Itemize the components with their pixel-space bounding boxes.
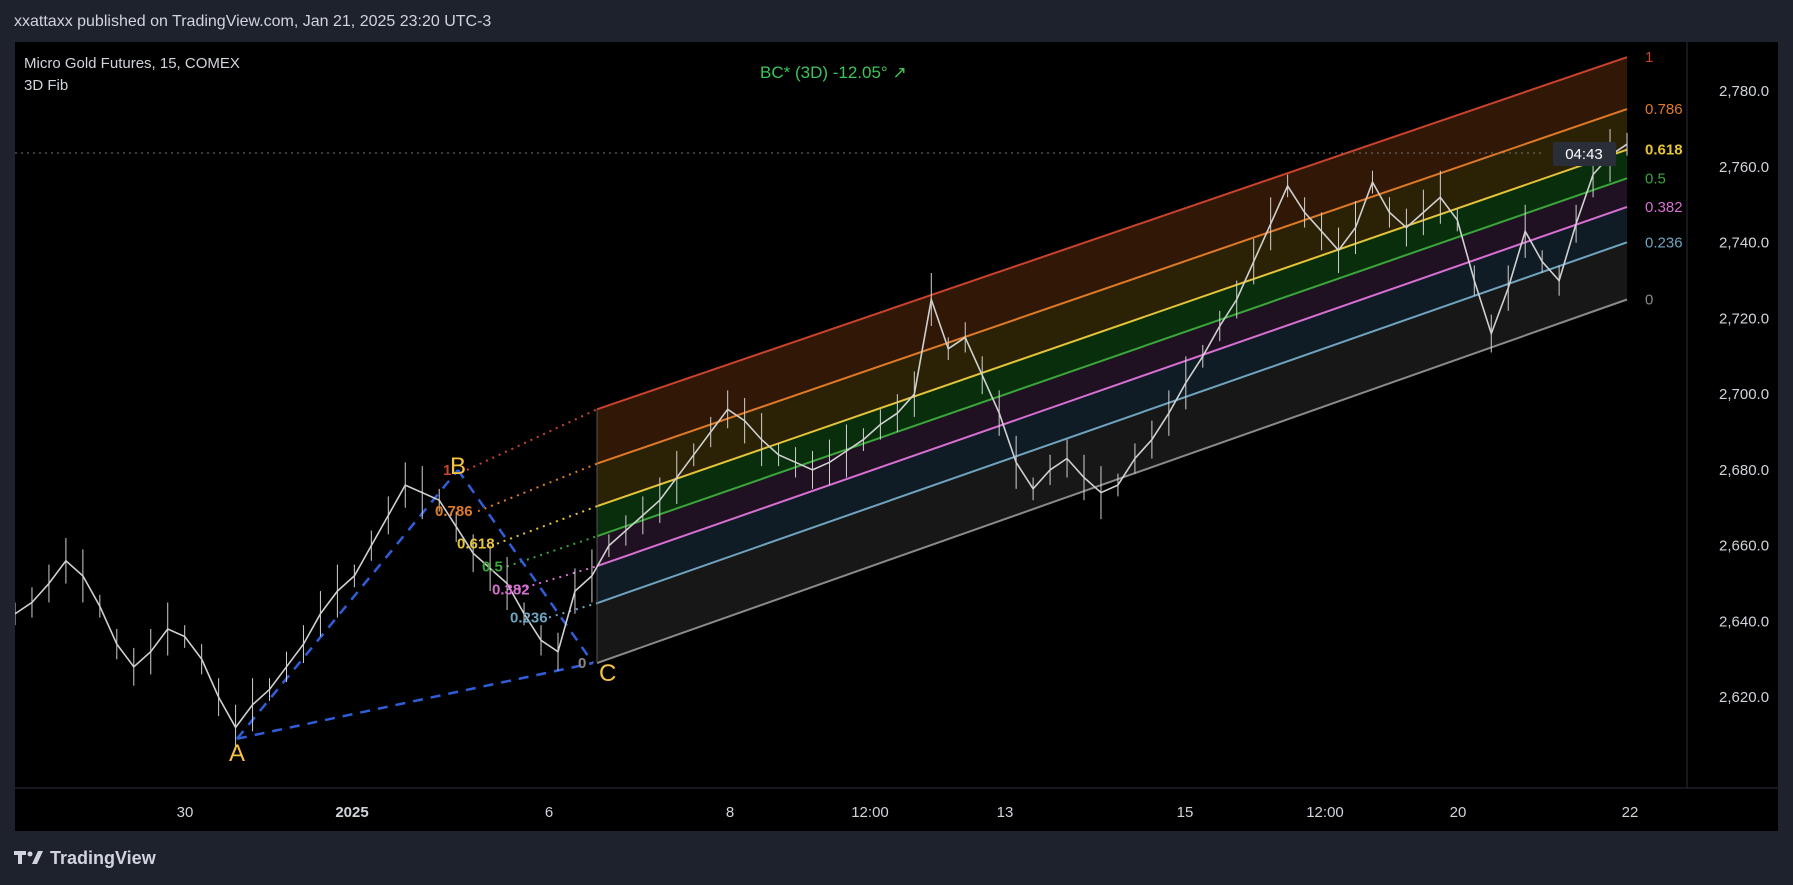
x-tick-label: 15 <box>1177 804 1194 821</box>
fib-level-line <box>596 298 1628 664</box>
fib-level-label: 0.236 <box>1645 234 1683 251</box>
x-tick-label: 30 <box>177 804 194 821</box>
y-tick-label: 2,640.0 <box>1719 613 1769 630</box>
tradingview-logo-icon <box>14 851 43 864</box>
publisher-header: xxattaxx published on TradingView.com, J… <box>0 0 1793 42</box>
fib-projection-line <box>477 462 598 513</box>
fib-level-label: 0.5 <box>1645 170 1666 187</box>
price-chart[interactable]: A B C 1 0.786 0.618 0.5 0.382 0.236 0 1 0.786 0.61… <box>15 42 1778 831</box>
fib-projection-line <box>548 602 598 619</box>
projection-label: 0.236 <box>510 609 548 626</box>
projection-label: 1 <box>443 462 451 479</box>
price-line <box>15 143 1628 729</box>
abc-point-label: C <box>599 660 616 687</box>
fib-level-line <box>596 108 1628 465</box>
x-tick-label: 2025 <box>335 804 368 821</box>
ab-leg <box>236 469 459 740</box>
fib-band <box>597 57 1627 464</box>
fib-labels: 1 0.786 0.618 0.5 0.382 0.236 0 <box>1645 49 1683 308</box>
axis-frame <box>15 42 1778 789</box>
fib-level-line <box>596 177 1628 538</box>
fib-band <box>597 178 1627 567</box>
y-tick-label: 2,700.0 <box>1719 386 1769 403</box>
price-series <box>15 129 1628 751</box>
y-axis[interactable]: 2,620.0 2,640.0 2,660.0 2,680.0 2,700.0 2,720… <box>1719 83 1769 706</box>
y-tick-label: 2,660.0 <box>1719 538 1769 555</box>
y-tick-label: 2,620.0 <box>1719 689 1769 706</box>
fib-level-line <box>596 241 1628 605</box>
tradingview-logo-text: TradingView <box>50 847 156 868</box>
x-tick-label: 12:00 <box>1306 804 1344 821</box>
x-tick-label: 22 <box>1622 804 1639 821</box>
fib-projection-line <box>466 408 598 471</box>
fib-level-line <box>596 205 1628 568</box>
chart-panel[interactable]: A B C 1 0.786 0.618 0.5 0.382 0.236 0 1 0.786 0.61… <box>15 42 1778 831</box>
y-tick-label: 2,720.0 <box>1719 310 1769 327</box>
x-tick-label: 20 <box>1450 804 1467 821</box>
fib-band <box>597 242 1627 664</box>
abc-point-label: A <box>229 740 245 767</box>
fib-projection-line <box>496 505 598 545</box>
y-tick-label: 2,760.0 <box>1719 159 1769 176</box>
abc-point-label: B <box>450 453 466 480</box>
fib-level-line <box>596 56 1628 411</box>
fib-level-label: 0.786 <box>1645 101 1683 118</box>
y-tick-label: 2,780.0 <box>1719 83 1769 100</box>
fib-level-label: 1 <box>1645 49 1653 66</box>
fib-bands <box>597 57 1627 664</box>
x-tick-label: 12:00 <box>851 804 889 821</box>
fib-band <box>597 109 1627 507</box>
projection-labels: 1 0.786 0.618 0.5 0.382 0.236 0 <box>435 462 586 672</box>
fib-level-label: 0.382 <box>1645 199 1683 216</box>
x-tick-label: 8 <box>726 804 734 821</box>
bc-angle-label: BC* (3D) -12.05° ↗ <box>760 63 907 82</box>
symbol-title[interactable]: Micro Gold Futures, 15, COMEX <box>24 55 240 72</box>
countdown-label: 04:43 <box>1565 146 1603 163</box>
ac-leg <box>236 661 594 740</box>
projection-label: 0 <box>578 655 586 672</box>
abc-lines <box>236 469 595 740</box>
x-axis[interactable]: 30 2025 6 8 12:00 13 15 12:00 20 22 <box>177 804 1639 821</box>
x-tick-label: 6 <box>545 804 553 821</box>
x-tick-label: 13 <box>997 804 1014 821</box>
fib-projection-line <box>518 565 598 591</box>
fib-band <box>597 206 1627 604</box>
fib-level-label: 0 <box>1645 292 1653 309</box>
projection-label: 0.382 <box>492 581 530 598</box>
y-tick-label: 2,740.0 <box>1719 235 1769 252</box>
projection-label: 0.5 <box>482 558 503 575</box>
fib-band <box>597 149 1627 537</box>
publisher-line: xxattaxx published on TradingView.com, J… <box>14 13 492 30</box>
abc-labels: A B C <box>229 453 616 767</box>
projection-label: 0.786 <box>435 503 473 520</box>
footer-logo[interactable]: TradingView <box>14 845 156 871</box>
fib-projection-line <box>506 535 598 568</box>
y-tick-label: 2,680.0 <box>1719 462 1769 479</box>
fib-level-label: 0.618 <box>1645 142 1683 159</box>
bc-leg <box>456 469 595 664</box>
countdown-badge <box>1553 142 1616 166</box>
projection-label: 0.618 <box>457 536 495 553</box>
indicator-title[interactable]: 3D Fib <box>24 77 68 94</box>
